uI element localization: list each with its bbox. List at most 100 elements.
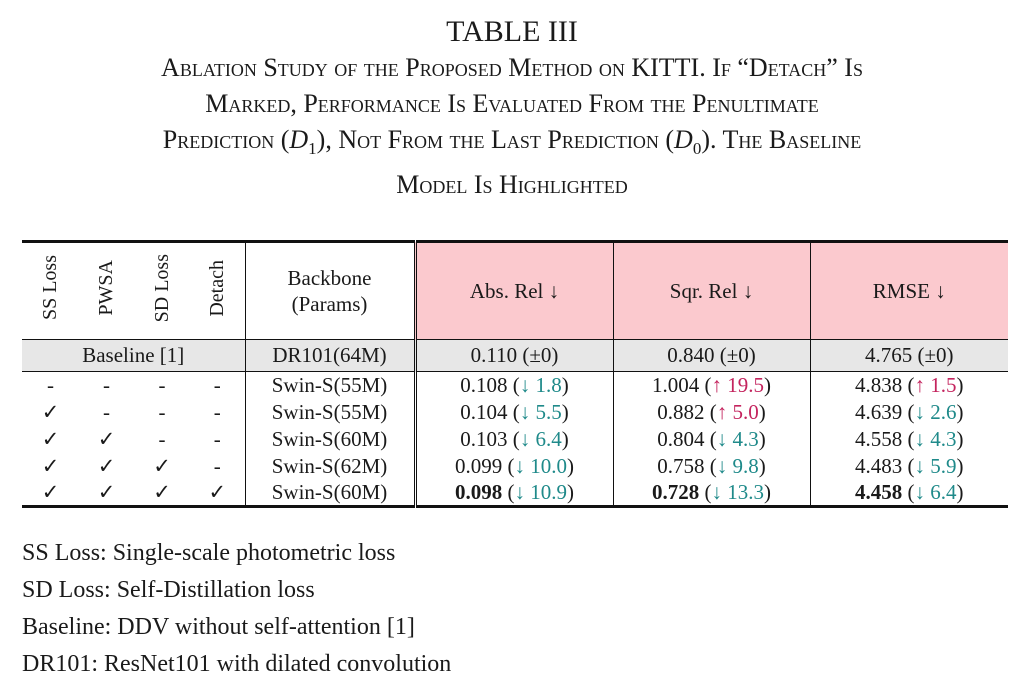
abs-rel-delta: ↓ 10.9 — [514, 479, 568, 504]
cell-ss-loss: ✓ — [41, 453, 60, 478]
table-body: Baseline [1] DR101(64M) 0.110 (±0) 0.840… — [22, 339, 1008, 507]
footnote-baseline: Baseline: DDV without self-attention [1] — [22, 614, 415, 640]
footnote-ss-loss: SS Loss: Single-scale photometric loss — [22, 540, 396, 566]
baseline-rmse: 4.765 (±0) — [809, 339, 1008, 372]
table-row: ✓ ✓ ✓ - Swin-S(62M) 0.099 (↓ 10.0) 0.758… — [22, 452, 1008, 480]
cell-abs-rel: 0.103 (↓ 6.4) — [413, 425, 613, 453]
footnote-dr101: DR101: ResNet101 with dilated convolutio… — [22, 651, 452, 677]
abs-rel-value: 0.103 — [460, 426, 508, 451]
cell-detach: ✓ — [208, 479, 227, 504]
baseline-row: Baseline [1] DR101(64M) 0.110 (±0) 0.840… — [22, 339, 1008, 372]
caption-var-d1: D — [289, 125, 309, 154]
cell-pwsa: ✓ — [97, 453, 116, 478]
table-number: TABLE III — [446, 15, 578, 48]
cell-detach: - — [213, 399, 221, 424]
cell-abs-rel: 0.098 (↓ 10.9) — [413, 479, 613, 507]
sqr-rel-delta: ↑ 5.0 — [716, 399, 759, 424]
table-footnotes: SS Loss: Single-scale photometric loss S… — [22, 535, 451, 683]
caption-line-3-part-a: Prediction ( — [162, 125, 290, 154]
caption-line-4: Model Is Highlighted — [396, 170, 628, 200]
cell-backbone: Swin-S(62M) — [244, 452, 415, 480]
cell-sqr-rel: 0.758 (↓ 9.8) — [612, 452, 810, 480]
cell-pwsa: ✓ — [97, 426, 116, 451]
cell-sd-loss: ✓ — [153, 479, 171, 504]
cell-backbone: Swin-S(60M) — [244, 479, 415, 507]
cell-ss-loss: ✓ — [41, 399, 60, 424]
cell-rmse: 4.639 (↓ 2.6) — [809, 398, 1008, 426]
cell-abs-rel: 0.104 (↓ 5.5) — [413, 398, 613, 426]
cell-rmse: 4.838 (↑ 1.5) — [809, 371, 1008, 399]
baseline-sqr-rel: 0.840 (±0) — [612, 339, 810, 372]
cell-backbone: Swin-S(55M) — [244, 371, 415, 399]
rmse-delta: ↓ 6.4 — [914, 479, 957, 504]
sqr-rel-delta: ↓ 4.3 — [716, 426, 759, 451]
header-backbone-line1: Backbone — [287, 266, 372, 290]
sqr-rel-value: 1.004 — [652, 372, 700, 397]
abs-rel-value: 0.108 — [460, 372, 508, 397]
caption-line-3-part-c: ). The Baseline — [701, 125, 862, 154]
header-abs-rel: Abs. Rel ↓ — [413, 241, 613, 340]
rmse-delta: ↓ 5.9 — [914, 453, 957, 478]
sqr-rel-value: 0.728 — [652, 479, 700, 504]
header-rmse: RMSE ↓ — [809, 241, 1008, 340]
cell-backbone: Swin-S(55M) — [244, 398, 415, 426]
cell-sd-loss: ✓ — [153, 453, 171, 478]
cell-rmse: 4.483 (↓ 5.9) — [809, 452, 1008, 480]
header-backbone-line2: (Params) — [291, 292, 368, 316]
header-sd-loss-text: SD Loss — [150, 253, 173, 323]
cell-sqr-rel: 0.728 (↓ 13.3) — [612, 479, 810, 507]
header-detach: Detach — [190, 242, 245, 340]
ablation-table: SS Loss PWSA SD Loss Detach Backbone (Pa… — [22, 240, 1008, 508]
caption-var-d0: D — [674, 125, 693, 154]
cell-ss-loss: ✓ — [41, 426, 60, 451]
header-detach-text: Detach — [205, 259, 228, 317]
abs-rel-delta: ↓ 6.4 — [519, 426, 562, 451]
cell-backbone: Swin-S(60M) — [244, 425, 415, 453]
baseline-label: Baseline [1] — [82, 343, 185, 367]
caption-line-2: Marked, Performance Is Evaluated From th… — [205, 89, 819, 118]
caption-sub-1: 1 — [308, 139, 317, 159]
rmse-delta: ↑ 1.5 — [914, 372, 957, 397]
header-pwsa: PWSA — [79, 242, 134, 340]
table-header: SS Loss PWSA SD Loss Detach Backbone (Pa… — [22, 241, 1008, 340]
cell-sd-loss: - — [158, 399, 166, 424]
cell-sqr-rel: 0.804 (↓ 4.3) — [612, 425, 810, 453]
rmse-value: 4.483 — [855, 453, 903, 478]
sqr-rel-value: 0.758 — [657, 453, 705, 478]
rmse-delta: ↓ 2.6 — [914, 399, 957, 424]
table-row: ✓ ✓ - - Swin-S(60M) 0.103 (↓ 6.4) 0.804 … — [22, 425, 1008, 453]
footnote-sd-loss: SD Loss: Self-Distillation loss — [22, 577, 315, 603]
header-sd-loss: SD Loss — [134, 242, 190, 340]
cell-rmse: 4.458 (↓ 6.4) — [809, 479, 1008, 507]
table-row: ✓ - - - Swin-S(55M) 0.104 (↓ 5.5) 0.882 … — [22, 398, 1008, 426]
table-row: - - - - Swin-S(55M) 0.108 (↓ 1.8) 1.004 … — [22, 371, 1008, 399]
ablation-table-wrapper: SS Loss PWSA SD Loss Detach Backbone (Pa… — [22, 240, 1008, 508]
cell-sd-loss: - — [158, 426, 166, 451]
baseline-abs-rel: 0.110 (±0) — [413, 339, 613, 372]
cell-pwsa: - — [103, 399, 110, 424]
abs-rel-delta: ↓ 10.0 — [514, 453, 568, 478]
rmse-value: 4.639 — [855, 399, 903, 424]
header-ss-loss-text: SS Loss — [39, 255, 61, 321]
sqr-rel-value: 0.804 — [657, 426, 705, 451]
header-row: SS Loss PWSA SD Loss Detach Backbone (Pa… — [22, 241, 1008, 340]
abs-rel-value: 0.099 — [455, 453, 503, 478]
header-backbone: Backbone (Params) — [244, 241, 415, 340]
cell-detach: - — [213, 453, 221, 478]
cell-detach: - — [213, 426, 221, 451]
sqr-rel-delta: ↓ 13.3 — [711, 479, 765, 504]
rmse-value: 4.458 — [855, 479, 903, 504]
cell-abs-rel: 0.099 (↓ 10.0) — [413, 452, 613, 480]
table-row: ✓ ✓ ✓ ✓ Swin-S(60M) 0.098 (↓ 10.9) 0.728… — [22, 479, 1008, 507]
sqr-rel-value: 0.882 — [657, 399, 705, 424]
abs-rel-delta: ↓ 1.8 — [519, 372, 562, 397]
caption-line-1: Ablation Study of the Proposed Method on… — [161, 53, 863, 82]
header-sqr-rel: Sqr. Rel ↓ — [612, 241, 810, 340]
cell-rmse: 4.558 (↓ 4.3) — [809, 425, 1008, 453]
cell-pwsa: - — [103, 372, 110, 397]
table-caption: TABLE III Ablation Study of the Proposed… — [0, 14, 1024, 203]
abs-rel-delta: ↓ 5.5 — [519, 399, 562, 424]
cell-sd-loss: - — [158, 372, 166, 397]
rmse-value: 4.558 — [855, 426, 903, 451]
cell-abs-rel: 0.108 (↓ 1.8) — [413, 371, 613, 399]
